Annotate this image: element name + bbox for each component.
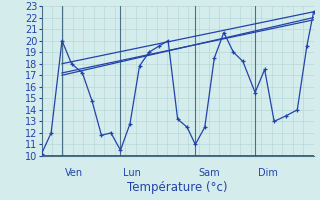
Text: Dim: Dim bbox=[258, 168, 278, 178]
Text: Lun: Lun bbox=[123, 168, 141, 178]
Text: Ven: Ven bbox=[65, 168, 83, 178]
Text: Sam: Sam bbox=[198, 168, 220, 178]
Text: Température (°c): Température (°c) bbox=[127, 182, 228, 194]
